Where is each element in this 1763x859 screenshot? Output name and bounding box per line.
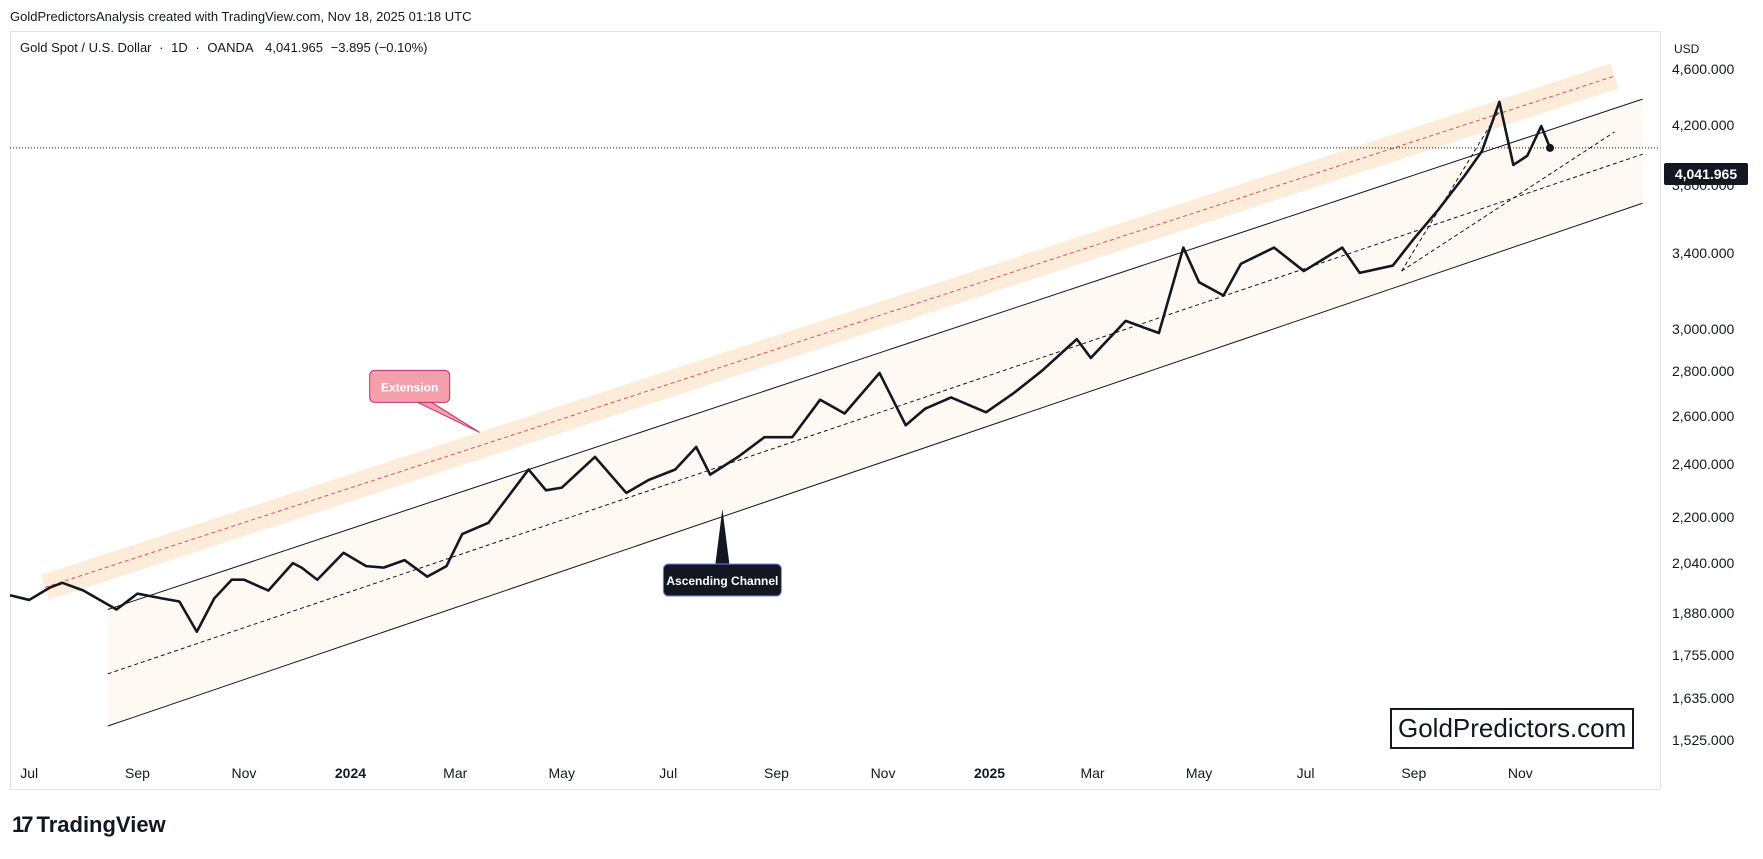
last-price-marker	[1546, 143, 1554, 152]
price-series-line	[9, 100, 1552, 634]
price-tick-label: 2,400.000	[1672, 456, 1735, 473]
time-tick-label: Mar	[443, 765, 468, 781]
time-tick-label: 2024	[334, 765, 367, 781]
chart-attribution: GoldPredictorsAnalysis created with Trad…	[10, 9, 472, 24]
price-tick-label: 2,200.000	[1672, 509, 1735, 526]
time-tick-label: May	[548, 765, 575, 781]
time-tick-label: Sep	[1401, 765, 1427, 781]
price-tick-label: 4,600.000	[1672, 61, 1735, 78]
steep-channel-upper-line	[1401, 110, 1500, 272]
price-tick-label: 1,635.000	[1672, 689, 1735, 706]
price-tick-label: 2,800.000	[1672, 362, 1735, 379]
symbol-name: Gold Spot / U.S. Dollar	[20, 40, 152, 55]
time-tick-label: Nov	[870, 765, 896, 781]
time-tick-label: Sep	[764, 765, 789, 781]
time-tick-label: Nov	[231, 765, 257, 781]
time-tick-label: Jul	[20, 765, 39, 781]
price-tick-label: 1,880.000	[1672, 604, 1735, 621]
watermark: GoldPredictors.com	[1390, 708, 1635, 749]
symbol-change: −3.895 (−0.10%)	[330, 40, 428, 55]
extension-callout-label: Extension	[381, 380, 438, 394]
tradingview-logo-icon: 17	[12, 812, 34, 837]
price-tick-label: 3,000.000	[1672, 320, 1735, 337]
last-price-tag: 4,041.965	[1664, 163, 1748, 185]
time-tick-label: Sep	[124, 765, 150, 781]
channel-fill	[107, 99, 1643, 727]
time-tick-label: Jul	[1296, 765, 1315, 781]
time-tick-label: Mar	[1080, 765, 1105, 781]
steep-channel-lower-line	[1401, 131, 1615, 272]
price-tick-label: 2,600.000	[1672, 407, 1735, 424]
channel-callout-label: Ascending Channel	[666, 574, 778, 588]
channel-lower-line	[107, 202, 1643, 727]
time-axis-divider	[10, 789, 1660, 790]
price-tick-label: 1,525.000	[1672, 731, 1735, 748]
extension-callout-box	[369, 369, 451, 403]
time-tick-label: Jul	[659, 765, 678, 781]
symbol-legend[interactable]: Gold Spot / U.S. Dollar · 1D · OANDA 4,0…	[20, 40, 432, 55]
price-tick-label: 3,400.000	[1672, 244, 1735, 261]
price-tick-label: 2,040.000	[1672, 555, 1735, 572]
time-tick-label: 2025	[973, 765, 1006, 781]
price-tick-label: 4,200.000	[1672, 116, 1735, 133]
separator-dot: ·	[159, 40, 164, 55]
chart-pane[interactable]	[10, 31, 1661, 790]
channel-upper-line	[107, 98, 1643, 610]
price-tick-label: 1,755.000	[1672, 646, 1735, 663]
symbol-source: OANDA	[207, 40, 254, 55]
price-axis[interactable]	[1660, 31, 1763, 789]
extension-callout-pointer	[417, 401, 480, 433]
currency-label[interactable]: USD	[1674, 42, 1700, 56]
symbol-interval: 1D	[171, 40, 188, 55]
symbol-last-price: 4,041.965	[265, 40, 324, 55]
extension-line	[44, 75, 1615, 588]
time-tick-label: May	[1185, 765, 1213, 781]
separator-dot: ·	[195, 40, 200, 55]
tradingview-logo[interactable]: 17 TradingView	[12, 812, 166, 838]
tradingview-logo-text: TradingView	[36, 812, 166, 837]
time-tick-label: Nov	[1507, 765, 1533, 781]
channel-callout-box	[662, 563, 782, 597]
channel-callout-pointer	[715, 509, 730, 565]
